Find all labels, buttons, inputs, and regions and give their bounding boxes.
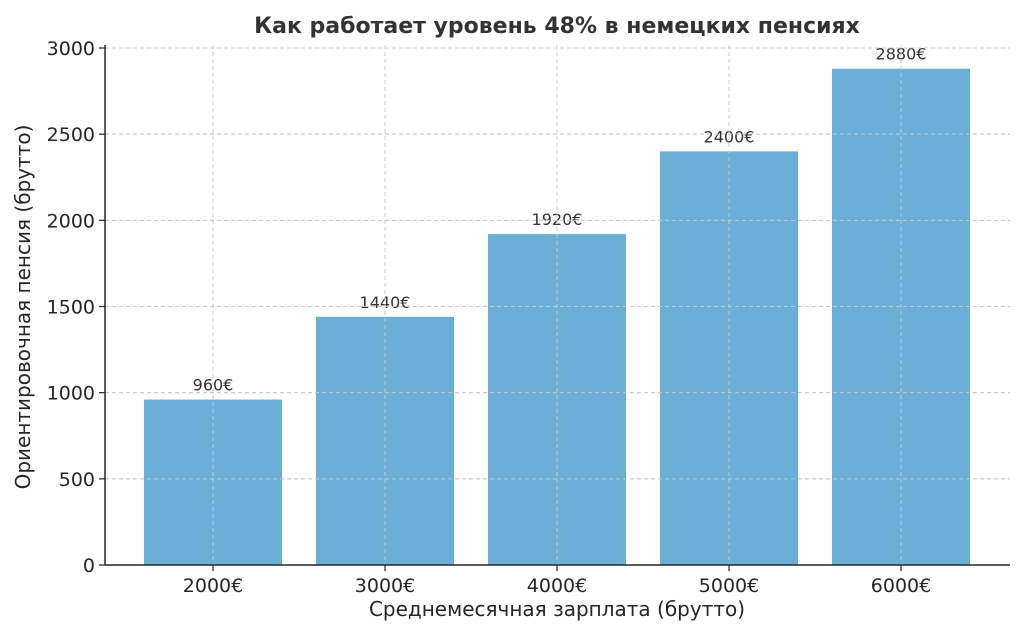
- x-tick-label: 3000€: [355, 575, 415, 597]
- y-tick-label: 0: [83, 555, 95, 577]
- y-tick-label: 500: [59, 469, 95, 491]
- bar-value-label: 1920€: [532, 210, 583, 229]
- data-labels: 960€1440€1920€2400€2880€: [105, 45, 1010, 565]
- x-tick-label: 4000€: [527, 575, 587, 597]
- chart-title: Как работает уровень 48% в немецких пенс…: [254, 14, 860, 39]
- x-axis-title: Среднемесячная зарплата (брутто): [369, 597, 745, 621]
- y-tick-label: 3000: [47, 38, 95, 60]
- bar-value-label: 960€: [193, 376, 234, 395]
- bar-value-label: 1440€: [360, 293, 411, 312]
- x-tick-label: 6000€: [871, 575, 931, 597]
- y-tick-label: 1000: [47, 383, 95, 405]
- y-tick-label: 1500: [47, 297, 95, 319]
- y-tick-label: 2000: [47, 210, 95, 232]
- y-axis-title: Ориентировочная пенсия (брутто): [11, 125, 35, 490]
- axes: 0 500 1000 1500 2000 2500 3000 2000€ 3000€ 4000€ 5…: [47, 38, 1010, 597]
- y-tick-label: 2500: [47, 124, 95, 146]
- x-tick-label: 2000€: [183, 575, 243, 597]
- x-tick-label: 5000€: [699, 575, 759, 597]
